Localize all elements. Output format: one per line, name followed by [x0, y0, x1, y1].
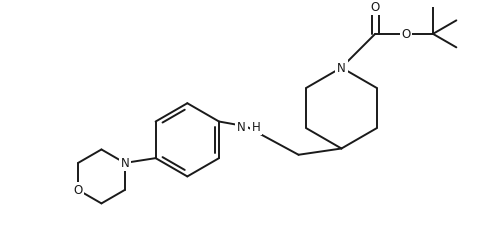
Text: N: N	[120, 157, 129, 170]
Text: O: O	[402, 28, 411, 41]
Text: H: H	[252, 120, 260, 133]
Text: O: O	[371, 1, 380, 14]
Text: N: N	[237, 120, 246, 133]
Text: O: O	[74, 184, 83, 197]
Text: N: N	[337, 62, 346, 75]
